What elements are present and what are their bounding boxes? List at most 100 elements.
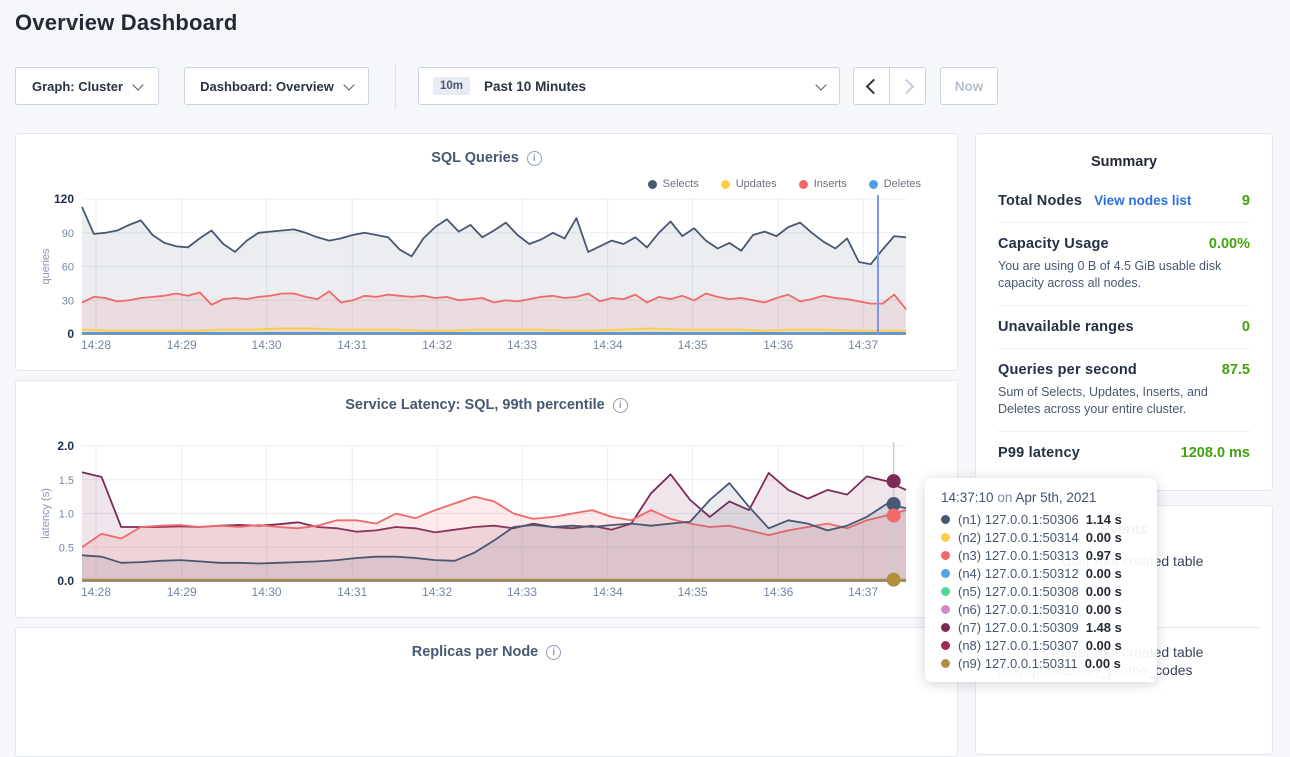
svg-text:14:37: 14:37 bbox=[848, 338, 878, 352]
svg-text:30: 30 bbox=[62, 295, 74, 307]
svg-text:14:32: 14:32 bbox=[422, 338, 452, 352]
node-value: 1.14 s bbox=[1086, 512, 1122, 527]
dashboard-selector-label: Dashboard: Overview bbox=[200, 79, 334, 94]
summary-subtext: You are using 0 B of 4.5 GiB usable disk… bbox=[998, 258, 1250, 292]
tooltip-date-preposition: on bbox=[997, 490, 1012, 505]
svg-text:14:29: 14:29 bbox=[167, 585, 197, 599]
info-icon[interactable]: i bbox=[546, 645, 561, 660]
node-value: 0.97 s bbox=[1086, 548, 1122, 563]
legend-dot bbox=[648, 180, 657, 189]
summary-label: Queries per second bbox=[998, 362, 1137, 378]
sql-chart-svg[interactable]: 030609012014:2814:2914:3014:3114:3214:33… bbox=[16, 192, 957, 362]
chevron-down-icon bbox=[815, 79, 826, 90]
time-window-badge: 10m bbox=[433, 77, 470, 95]
chevron-right-icon bbox=[898, 78, 914, 94]
summary-subtext: Sum of Selects, Updates, Inserts, and De… bbox=[998, 384, 1250, 418]
node-label: (n8) 127.0.0.1:50307 bbox=[958, 638, 1079, 653]
svg-text:14:33: 14:33 bbox=[507, 585, 537, 599]
tooltip-row: (n9) 127.0.0.1:50311 0.00 s bbox=[941, 654, 1141, 672]
node-color-dot bbox=[941, 587, 950, 596]
svg-text:14:36: 14:36 bbox=[763, 338, 793, 352]
tooltip-row: (n2) 127.0.0.1:503140.00 s bbox=[941, 528, 1141, 546]
toolbar-divider bbox=[395, 63, 396, 109]
legend-item: Deletes bbox=[869, 178, 921, 190]
svg-text:14:28: 14:28 bbox=[81, 585, 111, 599]
svg-text:14:34: 14:34 bbox=[593, 338, 623, 352]
time-range-picker[interactable]: 10m Past 10 Minutes bbox=[418, 67, 840, 105]
time-window-label: Past 10 Minutes bbox=[484, 79, 817, 94]
prev-time-button[interactable] bbox=[854, 68, 889, 104]
replicas-per-node-card: Replicas per Node i bbox=[15, 627, 958, 757]
svg-text:14:31: 14:31 bbox=[337, 585, 367, 599]
latency-chart-svg[interactable]: 0.00.51.01.52.014:2814:2914:3014:3114:32… bbox=[16, 439, 957, 609]
sql-legend: SelectsUpdatesInsertsDeletes bbox=[648, 178, 921, 190]
now-button-label: Now bbox=[955, 79, 984, 94]
node-color-dot bbox=[941, 569, 950, 578]
summary-value: 0.00% bbox=[1209, 236, 1250, 252]
node-color-dot bbox=[941, 515, 950, 524]
summary-label: Capacity Usage bbox=[998, 236, 1109, 252]
summary-row: Total NodesView nodes list9 bbox=[998, 180, 1250, 222]
svg-text:queries: queries bbox=[40, 248, 52, 285]
node-value: 0.00 s bbox=[1086, 530, 1122, 545]
summary-label: P99 latency bbox=[998, 445, 1080, 461]
legend-dot bbox=[869, 180, 878, 189]
node-color-dot bbox=[941, 533, 950, 542]
tooltip-row: (n7) 127.0.0.1:503091.48 s bbox=[941, 618, 1141, 636]
node-label: (n6) 127.0.0.1:50310 bbox=[958, 602, 1079, 617]
tooltip-row: (n3) 127.0.0.1:50313 0.97 s bbox=[941, 546, 1141, 564]
svg-text:1.5: 1.5 bbox=[59, 475, 74, 487]
summary-row: Queries per second87.5Sum of Selects, Up… bbox=[998, 348, 1250, 431]
svg-text:14:32: 14:32 bbox=[422, 585, 452, 599]
summary-title: Summary bbox=[976, 154, 1272, 170]
svg-text:14:37: 14:37 bbox=[848, 585, 878, 599]
time-step-buttons bbox=[853, 67, 926, 105]
tooltip-row: (n1) 127.0.0.1:503061.14 s bbox=[941, 510, 1141, 528]
chart-title: Service Latency: SQL, 99th percentile bbox=[345, 397, 605, 413]
summary-value: 1208.0 ms bbox=[1181, 445, 1250, 461]
svg-text:14:28: 14:28 bbox=[81, 338, 111, 352]
tooltip-row: (n5) 127.0.0.1:50308 0.00 s bbox=[941, 582, 1141, 600]
info-icon[interactable]: i bbox=[613, 398, 628, 413]
legend-label: Updates bbox=[736, 178, 777, 190]
now-button[interactable]: Now bbox=[940, 67, 998, 105]
info-icon[interactable]: i bbox=[527, 151, 542, 166]
view-nodes-link[interactable]: View nodes list bbox=[1094, 193, 1191, 208]
summary-label: Total Nodes bbox=[998, 193, 1082, 209]
summary-value: 0 bbox=[1242, 319, 1250, 335]
summary-row: Unavailable ranges 0 bbox=[998, 305, 1250, 348]
tooltip-row: (n6) 127.0.0.1:50310 0.00 s bbox=[941, 600, 1141, 618]
svg-text:14:35: 14:35 bbox=[678, 338, 708, 352]
tooltip-date: Apr 5th, 2021 bbox=[1015, 490, 1096, 505]
svg-text:2.0: 2.0 bbox=[57, 439, 74, 453]
svg-text:14:34: 14:34 bbox=[593, 585, 623, 599]
node-value: 0.00 s bbox=[1086, 638, 1122, 653]
svg-text:14:36: 14:36 bbox=[763, 585, 793, 599]
node-label: (n5) 127.0.0.1:50308 bbox=[958, 584, 1079, 599]
node-color-dot bbox=[941, 623, 950, 632]
chevron-down-icon bbox=[343, 79, 354, 90]
node-value: 0.00 s bbox=[1085, 656, 1121, 671]
svg-text:120: 120 bbox=[54, 192, 74, 206]
tooltip-header: 14:37:10 on Apr 5th, 2021 bbox=[941, 490, 1141, 505]
legend-item: Updates bbox=[721, 178, 777, 190]
node-label: (n3) 127.0.0.1:50313 bbox=[958, 548, 1079, 563]
next-time-button[interactable] bbox=[889, 68, 925, 104]
sql-queries-card: SQL Queries i SelectsUpdatesInsertsDelet… bbox=[15, 133, 958, 371]
summary-row: P99 latency 1208.0 ms bbox=[998, 431, 1250, 474]
legend-item: Inserts bbox=[799, 178, 847, 190]
svg-text:14:30: 14:30 bbox=[252, 585, 282, 599]
dashboard-selector-dropdown[interactable]: Dashboard: Overview bbox=[184, 67, 369, 105]
svg-text:0.5: 0.5 bbox=[59, 542, 74, 554]
node-label: (n4) 127.0.0.1:50312 bbox=[958, 566, 1079, 581]
node-value: 0.00 s bbox=[1086, 602, 1122, 617]
node-label: (n9) 127.0.0.1:50311 bbox=[958, 656, 1078, 671]
legend-label: Inserts bbox=[814, 178, 847, 190]
graph-selector-dropdown[interactable]: Graph: Cluster bbox=[15, 67, 159, 105]
summary-label: Unavailable ranges bbox=[998, 319, 1134, 335]
legend-dot bbox=[799, 180, 808, 189]
svg-text:90: 90 bbox=[62, 228, 74, 240]
svg-text:14:33: 14:33 bbox=[507, 338, 537, 352]
chart-title: SQL Queries bbox=[431, 150, 519, 166]
node-value: 0.00 s bbox=[1086, 584, 1122, 599]
